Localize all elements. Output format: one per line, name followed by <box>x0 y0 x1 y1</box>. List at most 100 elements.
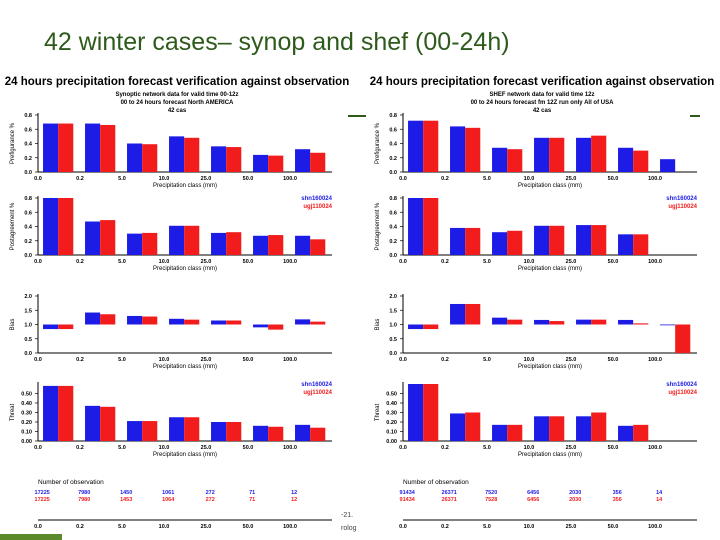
bar <box>268 155 284 172</box>
table-cell: 7528 <box>485 497 497 503</box>
bar <box>549 225 565 255</box>
y-axis-label: Bias <box>375 319 381 331</box>
x-tick-label: 25.0 <box>566 524 577 530</box>
legend-entry: shn160024 <box>666 382 697 388</box>
x-tick-label: 0.2 <box>76 357 84 363</box>
bar <box>534 225 550 255</box>
bar <box>253 235 269 255</box>
x-tick-label: 25.0 <box>201 259 212 265</box>
y-tick-label: 0.2 <box>24 239 32 245</box>
y-tick-label: 0.6 <box>389 127 397 133</box>
x-tick-label: 0.2 <box>76 445 84 451</box>
bar <box>100 406 116 441</box>
x-tick-label: 100.0 <box>283 176 297 182</box>
accent-line-left <box>348 115 366 117</box>
table-cell: 91434 <box>400 497 416 503</box>
bar <box>465 412 481 441</box>
y-tick-label: 0.0 <box>389 351 397 357</box>
bar <box>310 239 326 255</box>
bar <box>226 232 242 255</box>
bar <box>618 234 634 255</box>
x-axis-label: Precipitation class (mm) <box>518 183 582 189</box>
bar <box>43 198 59 255</box>
y-tick-label: 0.8 <box>389 196 397 202</box>
bar <box>310 427 326 441</box>
y-tick-label: 0.6 <box>389 210 397 216</box>
bar <box>507 319 523 325</box>
bar <box>226 147 242 172</box>
shef-panel: 24 hours precipitation forecast verifica… <box>367 72 717 540</box>
legend-entry: ugj110024 <box>303 390 332 396</box>
y-axis-label: Postagreement % <box>375 202 381 250</box>
bar <box>268 426 284 441</box>
bar <box>492 147 508 172</box>
table-cell: 7520 <box>485 490 497 496</box>
x-tick-label: 0.0 <box>399 176 407 182</box>
x-tick-label: 100.0 <box>648 176 662 182</box>
y-tick-label: 2.0 <box>24 294 32 300</box>
bar <box>408 324 424 330</box>
bar <box>184 225 200 255</box>
y-tick-label: 0.40 <box>386 401 397 407</box>
x-tick-label: 25.0 <box>201 524 212 530</box>
table-cell: 356 <box>613 490 622 496</box>
bar <box>423 120 439 172</box>
bar <box>408 120 424 172</box>
y-tick-label: 1.5 <box>24 308 32 314</box>
table-cell: 17225 <box>35 497 50 503</box>
y-tick-label: 0.5 <box>24 337 32 343</box>
bar <box>127 315 143 325</box>
footer-fragment: -21. <box>341 512 354 519</box>
x-tick-label: 0.0 <box>34 357 42 363</box>
bar <box>423 384 439 441</box>
bar <box>295 424 311 441</box>
x-tick-label: 5.0 <box>483 176 491 182</box>
x-tick-label: 0.0 <box>34 524 42 530</box>
bar <box>43 385 59 441</box>
bar <box>58 324 74 330</box>
x-tick-label: 100.0 <box>283 445 297 451</box>
bar <box>465 227 481 255</box>
panel-subtitle: Synoptic network data for valid time 00-… <box>115 92 239 98</box>
bar <box>633 234 649 255</box>
x-tick-label: 50.0 <box>243 259 254 265</box>
bar <box>169 225 185 255</box>
y-axis-label: Prefigurance % <box>375 122 381 164</box>
bar <box>633 150 649 172</box>
x-tick-label: 0.0 <box>399 259 407 265</box>
x-tick-label: 5.0 <box>118 357 126 363</box>
x-tick-label: 0.0 <box>399 445 407 451</box>
bar <box>507 149 523 172</box>
bar <box>211 146 227 172</box>
bar <box>618 425 634 441</box>
table-cell: 6456 <box>527 490 539 496</box>
bar <box>184 417 200 441</box>
table-cell: 6456 <box>527 497 539 503</box>
x-tick-label: 100.0 <box>283 259 297 265</box>
table-cell: 14 <box>656 490 663 496</box>
x-tick-label: 100.0 <box>648 445 662 451</box>
table-cell: 26371 <box>442 497 457 503</box>
table-cell: 17225 <box>35 490 50 496</box>
slide-title: 42 winter cases– synop and shef (00-24h) <box>44 28 510 56</box>
x-tick-label: 0.0 <box>399 524 407 530</box>
bar <box>226 320 242 325</box>
bar <box>450 126 466 172</box>
x-tick-label: 5.0 <box>483 445 491 451</box>
panel-subtitle: 00 to 24 hours forecast North AMERICA <box>120 100 234 106</box>
table-cell: 272 <box>206 497 215 503</box>
y-tick-label: 0.2 <box>389 239 397 245</box>
x-tick-label: 0.0 <box>34 445 42 451</box>
bar <box>58 385 74 441</box>
bar <box>127 143 143 172</box>
legend-entry: shn160024 <box>301 382 332 388</box>
y-tick-label: 0.6 <box>24 210 32 216</box>
x-tick-label: 0.2 <box>76 176 84 182</box>
x-tick-label: 100.0 <box>283 357 297 363</box>
bar <box>591 225 607 255</box>
x-tick-label: 0.2 <box>76 259 84 265</box>
x-axis-label: Precipitation class (mm) <box>518 452 582 458</box>
y-tick-label: 0.10 <box>21 430 32 436</box>
x-axis-label: Precipitation class (mm) <box>518 364 582 370</box>
bar <box>450 413 466 441</box>
